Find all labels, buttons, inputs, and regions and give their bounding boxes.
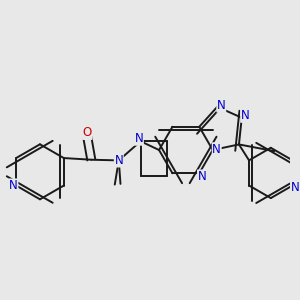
Text: O: O: [82, 126, 92, 140]
Text: N: N: [114, 154, 123, 167]
Text: N: N: [291, 181, 300, 194]
Text: N: N: [212, 143, 221, 156]
Text: N: N: [134, 132, 143, 145]
Text: N: N: [217, 99, 226, 112]
Text: N: N: [198, 170, 206, 183]
Text: N: N: [9, 179, 18, 192]
Text: N: N: [241, 109, 250, 122]
